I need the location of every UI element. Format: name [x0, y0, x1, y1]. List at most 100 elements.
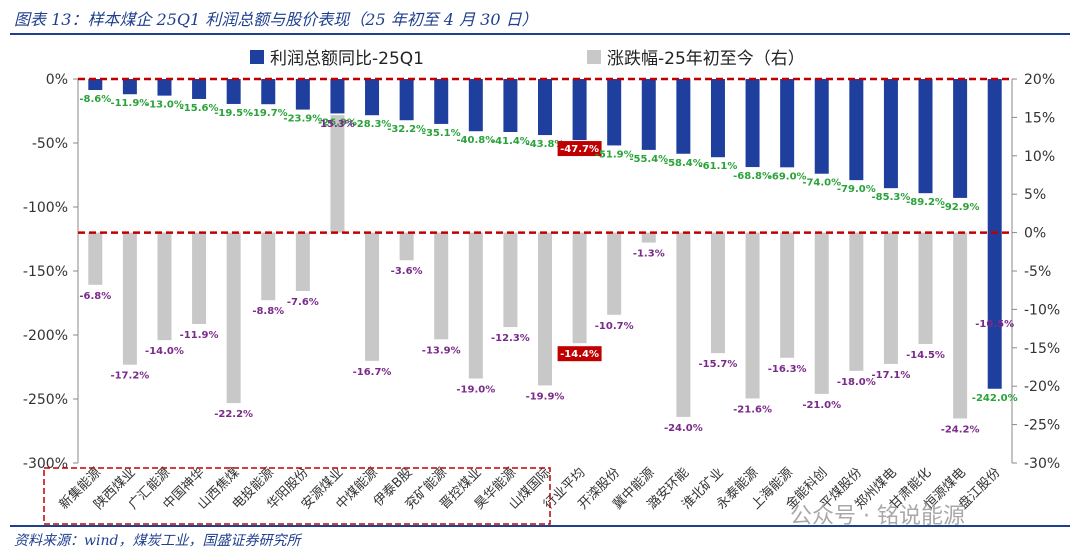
y-right-tick-label: 5% [1024, 187, 1046, 203]
y-right-tick-label: -5% [1024, 264, 1051, 280]
y-right-tick-label: 15% [1024, 110, 1055, 126]
price-change-label: -14.4% [560, 349, 599, 360]
price-change-label: -12.3% [491, 333, 530, 344]
price-change-label: -3.6% [391, 266, 423, 277]
price-change-bar [157, 232, 172, 341]
category-group-box [43, 467, 551, 525]
profit-yoy-label: -242.0% [972, 393, 1018, 404]
price-change-bar [261, 232, 276, 301]
profit-yoy-bar [953, 79, 968, 198]
profit-yoy-label: -35.1% [422, 128, 461, 139]
y-left-tick-label: -100% [23, 200, 68, 216]
price-change-label: -15.7% [699, 359, 738, 370]
profit-yoy-highlight-box [557, 141, 602, 157]
legend-label-profit: 利润总额同比-25Q1 [270, 49, 424, 69]
profit-yoy-bar [122, 79, 137, 95]
y-right-tick-label: -10% [1024, 302, 1060, 318]
profit-yoy-label: -74.0% [802, 178, 841, 189]
y-left-tick-label: -150% [23, 264, 68, 280]
profit-yoy-label: -51.9% [595, 149, 634, 160]
price-change-label: -24.0% [664, 423, 703, 434]
price-change-bar [641, 232, 656, 243]
price-change-label: -1.3% [633, 249, 665, 260]
profit-yoy-bar [849, 79, 864, 181]
source-note: 资料来源：wind，煤炭工业，国盛证券研究所 [14, 533, 301, 549]
profit-yoy-bar [814, 79, 829, 174]
price-change-label: -16.7% [353, 367, 392, 378]
y-right-tick-label: -20% [1024, 379, 1060, 395]
legend-label-price: 涨跌幅-25年初至今（右） [607, 49, 805, 69]
profit-yoy-bar [745, 79, 760, 168]
price-change-label: -6.8% [79, 291, 111, 302]
price-change-bar [399, 232, 414, 261]
price-change-bar [676, 232, 691, 417]
price-change-label: -8.8% [252, 306, 284, 317]
profit-yoy-label: -89.2% [906, 197, 945, 208]
price-change-bar [780, 232, 795, 358]
profit-yoy-bar [468, 79, 483, 132]
profit-yoy-label: -11.9% [110, 98, 149, 109]
profit-yoy-bar [157, 79, 172, 96]
profit-yoy-label: -28.3% [353, 119, 392, 130]
profit-yoy-bar [607, 79, 622, 146]
profit-yoy-label: -61.1% [699, 161, 738, 172]
price-change-label: -19.0% [456, 385, 495, 396]
price-change-label: -19.9% [526, 391, 565, 402]
price-change-bar [814, 232, 829, 394]
price-change-bar [849, 232, 864, 371]
price-change-bar [226, 232, 241, 404]
profit-yoy-bar [365, 79, 380, 116]
legend-swatch-price [587, 50, 601, 64]
price-change-label: 15.3% [320, 119, 355, 130]
watermark: 公众号 · 铭说能源 [790, 504, 965, 529]
price-change-bar [365, 232, 380, 361]
profit-yoy-bar [226, 79, 241, 104]
chart-title: 图表 13：样本煤企 25Q1 利润总额与股价表现（25 年初至 4 月 30 … [14, 10, 538, 29]
price-change-bar [883, 232, 898, 364]
profit-yoy-label: -47.7% [560, 144, 599, 155]
profit-yoy-bar [88, 79, 103, 91]
y-right-tick-label: 0% [1024, 226, 1046, 242]
profit-yoy-label: -43.8% [526, 139, 565, 150]
price-change-bar [434, 232, 449, 340]
y-left-tick-label: -300% [23, 456, 68, 472]
price-change-label: -16.3% [768, 364, 807, 375]
profit-yoy-bar [780, 79, 795, 168]
profit-yoy-label: -15.6% [180, 103, 219, 114]
profit-yoy-bar [434, 79, 449, 124]
price-change-bar [710, 232, 725, 354]
y-right-tick-label: 20% [1024, 72, 1055, 88]
y-right-tick-label: -25% [1024, 418, 1060, 434]
price-change-label: -14.0% [145, 346, 184, 357]
price-change-bar [538, 232, 552, 386]
profit-yoy-bar [538, 79, 552, 136]
price-change-bar [607, 232, 622, 315]
profit-yoy-label: -55.4% [629, 154, 668, 165]
price-change-label: -7.6% [287, 297, 319, 308]
y-left-tick-label: -250% [23, 392, 68, 408]
y-right-tick-label: -30% [1024, 456, 1060, 472]
profit-yoy-bar [330, 79, 345, 114]
price-change-bar [192, 232, 207, 324]
profit-yoy-bar [641, 79, 656, 150]
profit-yoy-bar [987, 79, 1002, 389]
profit-yoy-label: -41.4% [491, 136, 530, 147]
price-change-bar [503, 232, 518, 328]
profit-yoy-label: -40.8% [456, 135, 495, 146]
y-left-tick-label: 0% [46, 72, 68, 88]
profit-yoy-bar [503, 79, 518, 132]
source-rule [10, 525, 1070, 527]
y-right-tick-label: 10% [1024, 149, 1055, 165]
profit-yoy-bar [710, 79, 725, 158]
profit-yoy-bar [399, 79, 414, 121]
price-change-label: -13.9% [422, 345, 461, 356]
profit-yoy-label: -19.7% [249, 108, 288, 119]
price-change-bar [330, 115, 345, 233]
price-change-label: -21.6% [733, 404, 772, 415]
profit-yoy-bar [261, 79, 276, 105]
price-change-bar [953, 232, 968, 419]
price-change-label: -17.2% [110, 371, 149, 382]
price-change-bar [468, 232, 483, 379]
price-change-label: -22.2% [214, 409, 253, 420]
price-change-bar [918, 232, 933, 344]
